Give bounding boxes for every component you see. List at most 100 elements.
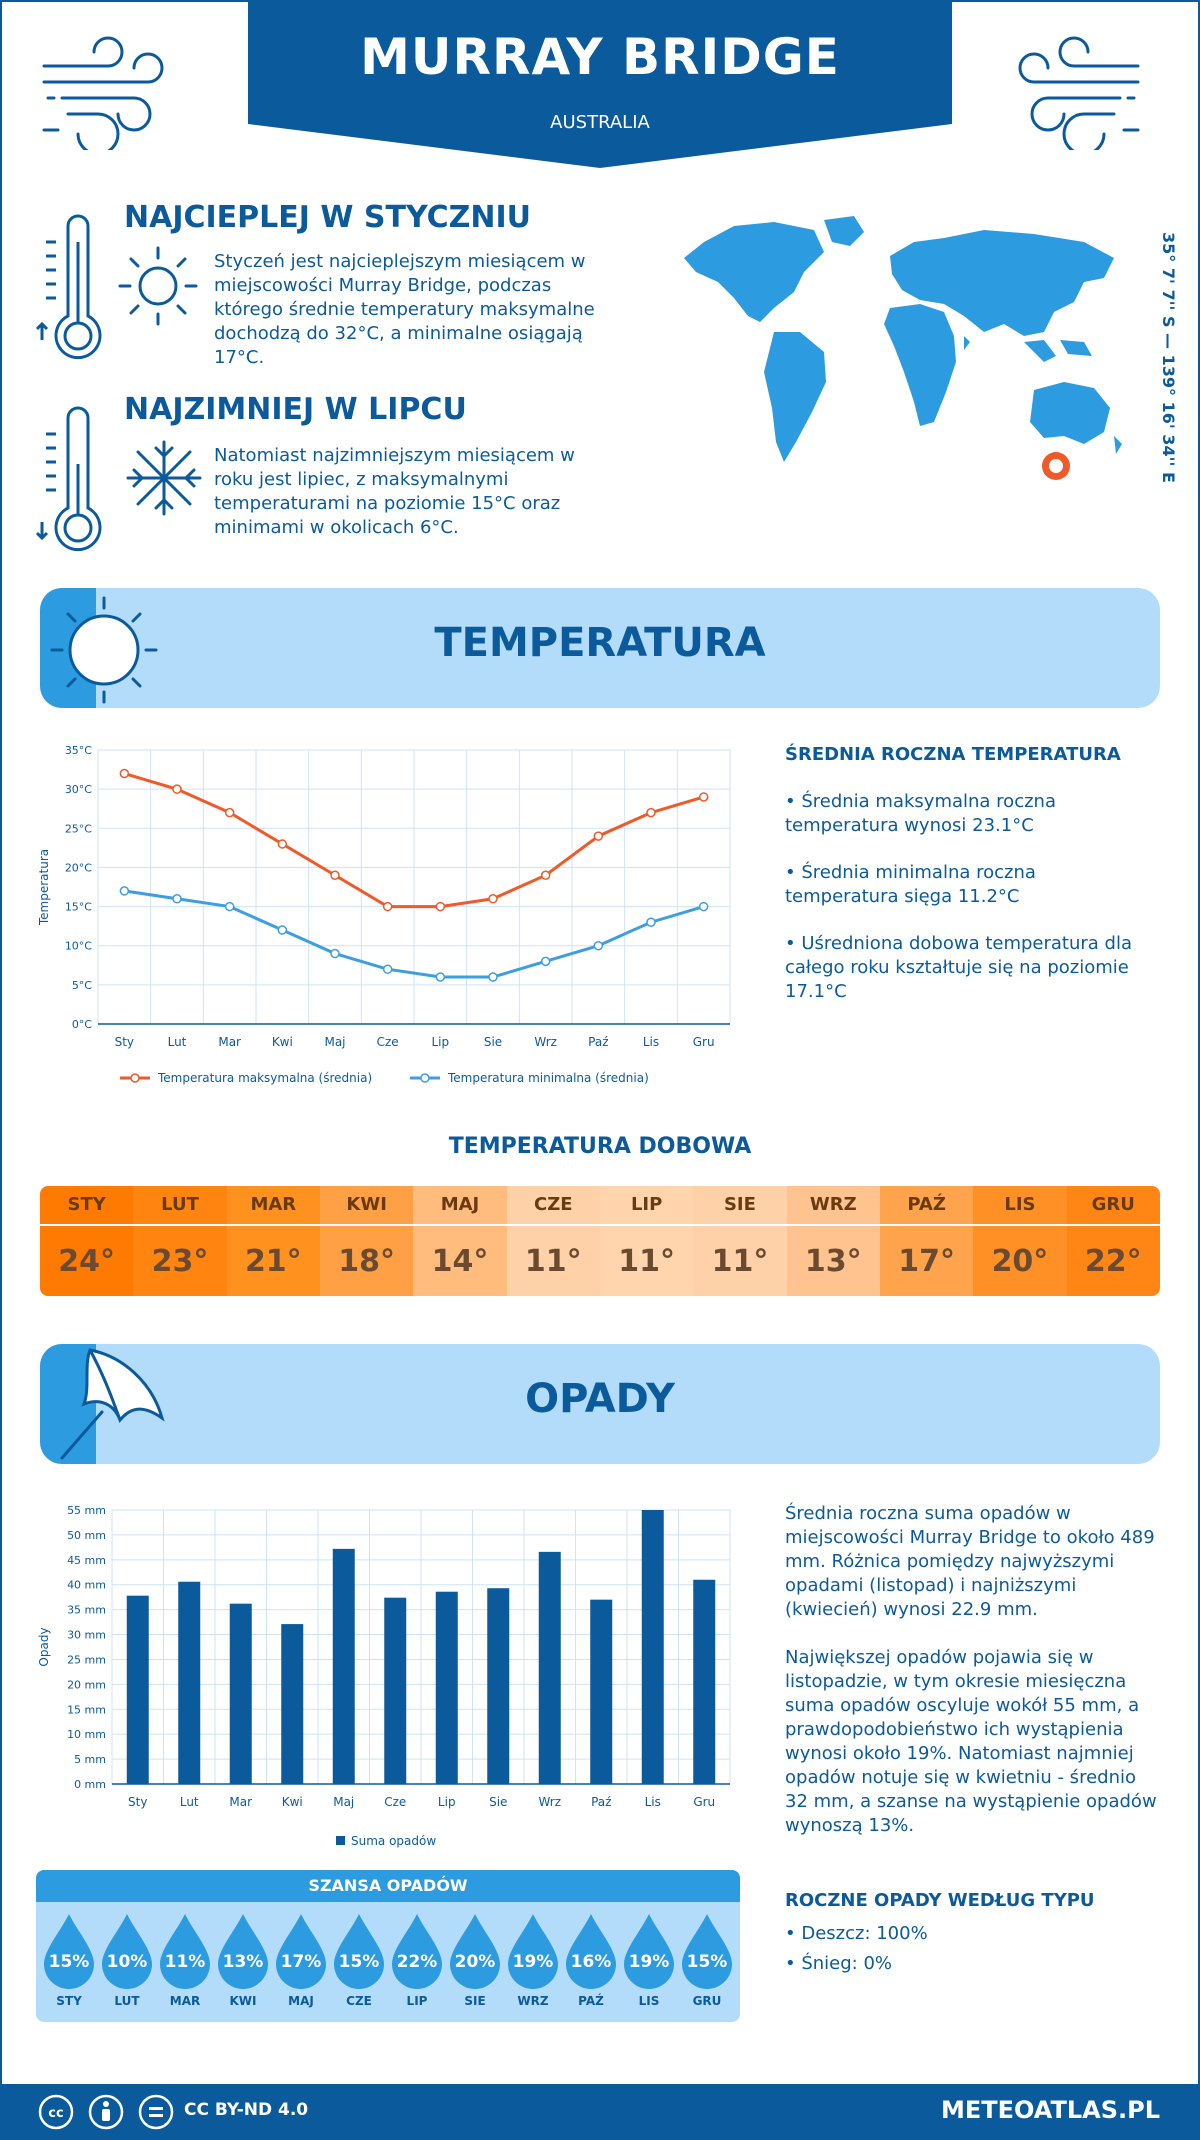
bar xyxy=(693,1579,716,1784)
daily-temp-month: LIS xyxy=(973,1186,1067,1226)
no-derivatives-icon xyxy=(138,2094,174,2130)
precip-chance-row: 15% STY 10% LUT 11% MAR 13% KWI 17% MAJ 15% CZE 22% L… xyxy=(36,1902,740,2008)
raindrop-icon: 13% xyxy=(216,1912,270,1990)
x-tick-label: Cze xyxy=(384,1795,406,1809)
daily-temp-value: 14° xyxy=(431,1243,489,1279)
data-point xyxy=(488,972,498,982)
daily-temp-value: 18° xyxy=(338,1243,396,1279)
data-point xyxy=(593,940,604,951)
data-point xyxy=(277,925,288,935)
raindrop-icon: 19% xyxy=(622,1912,676,1990)
data-point xyxy=(593,831,604,841)
footer-license: CC BY-ND 4.0 xyxy=(184,2100,309,2120)
daily-temp-month: KWI xyxy=(319,1186,414,1226)
precip-chance-month: SIE xyxy=(464,1994,486,2008)
y-tick-label: 40 mm xyxy=(67,1579,106,1592)
daily-temp-value: 22° xyxy=(1084,1243,1142,1279)
raindrop-icon: 16% xyxy=(564,1912,618,1990)
precip-chance-month: WRZ xyxy=(517,1994,549,2008)
x-tick-label: Cze xyxy=(377,1035,399,1049)
daily-temp-cell: CZE 11° xyxy=(506,1186,600,1296)
y-tick-label: 45 mm xyxy=(67,1554,106,1567)
daily-temp-month: STY xyxy=(40,1186,134,1226)
sun-icon xyxy=(50,596,158,704)
daily-temp-value: 21° xyxy=(244,1243,302,1279)
x-tick-label: Lip xyxy=(432,1035,450,1049)
daily-temp-cell: LIS 20° xyxy=(973,1186,1067,1296)
y-tick-label: 20°C xyxy=(65,861,92,874)
daily-temp-value: 11° xyxy=(711,1243,769,1279)
y-tick-label: 30 mm xyxy=(67,1629,106,1642)
data-point xyxy=(435,901,446,912)
precip-chance-cell: 22% LIP xyxy=(388,1902,446,2008)
series-line xyxy=(123,772,705,909)
coldest-title: NAJZIMNIEJ W LIPCU xyxy=(124,392,467,427)
bar xyxy=(641,1510,664,1784)
thermometer-cold-icon xyxy=(36,406,102,552)
y-tick-label: 25°C xyxy=(65,822,92,835)
precip-chance-cell: 13% KWI xyxy=(214,1902,272,2008)
daily-temp-cell: STY 24° xyxy=(40,1186,134,1296)
wind-icon xyxy=(42,36,164,150)
daily-temp-row: STY 24° LUT 23° MAR 21° KWI 18° MAJ 14° CZE 11° LIP 1… xyxy=(40,1186,1160,1296)
daily-temp-month: GRU xyxy=(1066,1186,1160,1226)
data-point xyxy=(224,901,235,912)
data-point xyxy=(540,956,551,967)
bar xyxy=(126,1595,149,1784)
series-line xyxy=(124,889,705,979)
coordinates: 35° 7' 7'' S — 139° 16' 34'' E xyxy=(1159,232,1178,483)
precip-chance-month: CZE xyxy=(346,1994,372,2008)
footer-site-link[interactable]: METEOATLAS.PL xyxy=(940,2096,1160,2124)
y-axis-label: Temperatura xyxy=(37,849,51,926)
y-tick-label: 25 mm xyxy=(67,1653,106,1666)
x-tick-label: Lis xyxy=(643,1035,659,1049)
daily-temp-value: 20° xyxy=(991,1243,1049,1279)
precip-chance-month: LIP xyxy=(406,1994,428,2008)
precip-chance-value: 10% xyxy=(106,1952,148,1972)
precip-chance-cell: 15% GRU xyxy=(678,1902,736,2008)
annual-temp-bullet: • Średnia minimalna roczna temperatura s… xyxy=(785,862,1036,907)
page-subtitle: AUSTRALIA xyxy=(550,112,650,133)
daily-temp-cell: MAJ 14° xyxy=(413,1186,507,1296)
precip-chance-value: 19% xyxy=(628,1952,670,1972)
precip-chance-cell: 15% STY xyxy=(40,1902,98,2008)
precip-chance-month: STY xyxy=(56,1994,82,2008)
precip-chance-value: 15% xyxy=(48,1952,90,1972)
y-tick-label: 35°C xyxy=(65,744,92,757)
y-tick-label: 0°C xyxy=(72,1018,92,1031)
precip-chance-month: MAR xyxy=(169,1994,201,2008)
temperature-chart: 0°C 5°C 10°C 15°C 20°C 25°C 30°C 35°C Sty Lut Mar K… xyxy=(37,744,731,1085)
raindrop-icon: 11% xyxy=(158,1912,212,1990)
precip-chance-month: LIS xyxy=(638,1994,660,2008)
data-point xyxy=(698,792,709,802)
data-point xyxy=(119,768,130,779)
legend-marker xyxy=(130,1073,140,1083)
precip-chance-cell: 20% SIE xyxy=(446,1902,504,2008)
daily-temp-month: LUT xyxy=(133,1186,227,1226)
daily-temp-value: 23° xyxy=(151,1243,209,1279)
precip-chance-month: LUT xyxy=(114,1994,140,2008)
precip-chance-value: 11% xyxy=(164,1952,206,1972)
precip-chance-cell: 17% MAJ xyxy=(272,1902,330,2008)
precip-chance-title: SZANSA OPADÓW xyxy=(36,1870,740,1902)
data-point xyxy=(382,964,393,974)
x-tick-label: Sie xyxy=(489,1795,507,1809)
bar xyxy=(538,1551,561,1784)
x-tick-label: Mar xyxy=(229,1795,252,1809)
raindrop-icon: 10% xyxy=(100,1912,154,1990)
legend-label: Temperatura maksymalna (średnia) xyxy=(157,1071,372,1085)
thermometer-hot-icon xyxy=(36,214,102,360)
daily-temp-cell: KWI 18° xyxy=(319,1186,414,1296)
annual-temp-bullet: • Uśredniona dobowa temperatura dla całe… xyxy=(785,933,1133,1002)
sun-icon xyxy=(118,246,198,326)
daily-temp-title: TEMPERATURA DOBOWA xyxy=(448,1134,752,1159)
precip-chance-month: GRU xyxy=(692,1994,722,2008)
bar xyxy=(487,1588,510,1784)
daily-temp-month: MAR xyxy=(226,1186,320,1226)
precip-chance-month: KWI xyxy=(229,1994,257,2008)
header-banner xyxy=(248,0,952,168)
daily-temp-cell: LUT 23° xyxy=(133,1186,227,1296)
x-tick-label: Maj xyxy=(333,1795,354,1809)
precip-chance-cell: 19% LIS xyxy=(620,1902,678,2008)
y-tick-label: 5°C xyxy=(72,979,92,992)
